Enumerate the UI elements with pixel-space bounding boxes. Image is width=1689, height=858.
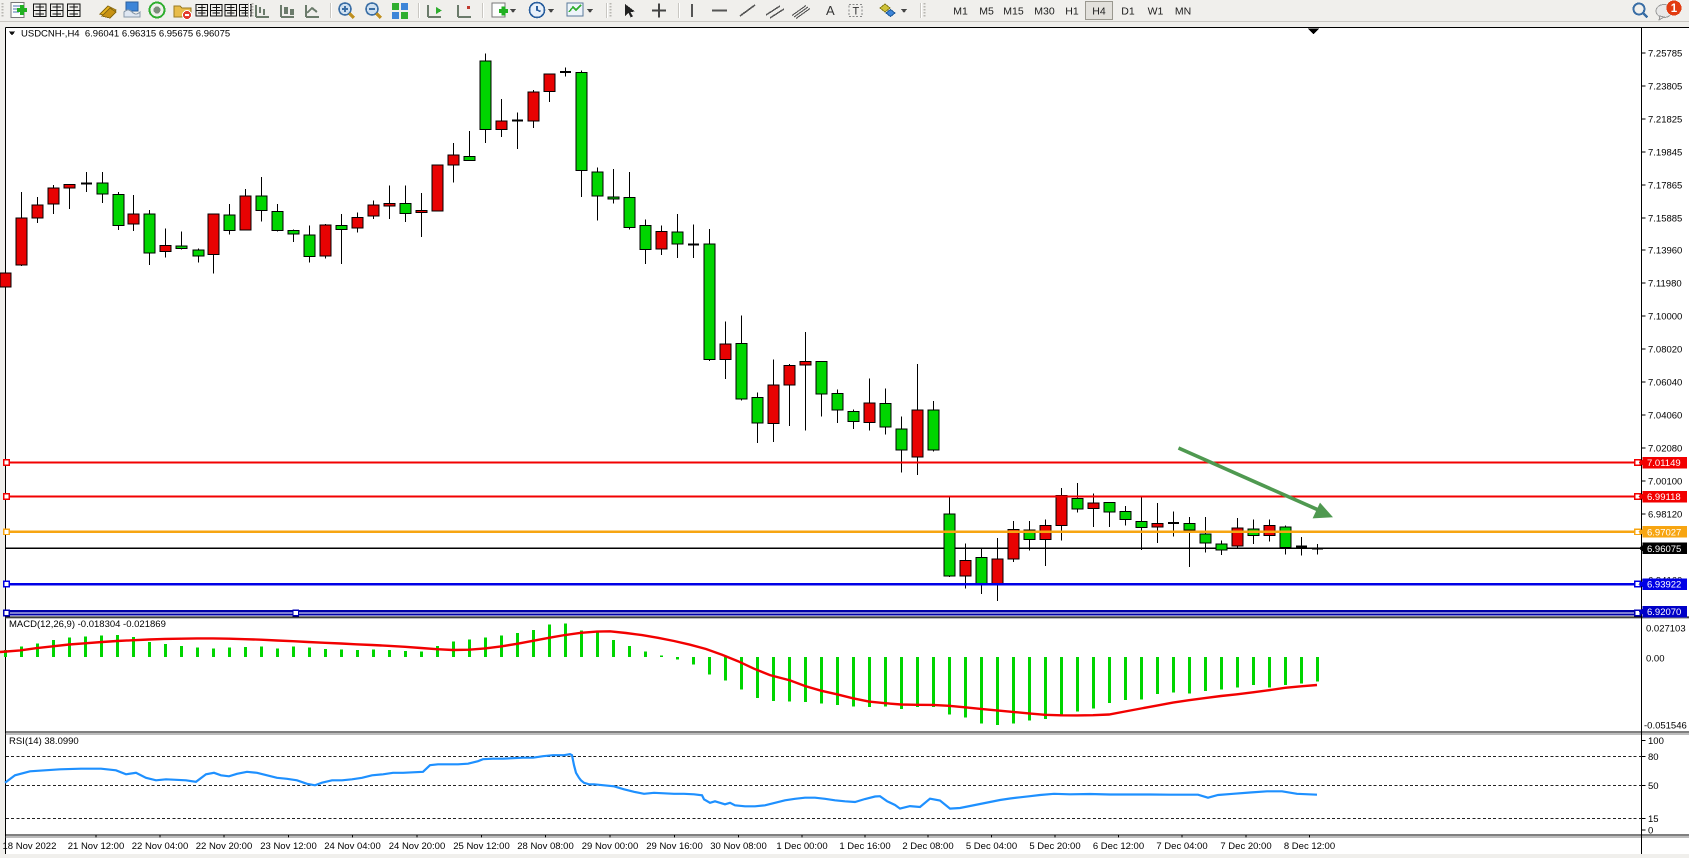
svg-text:7 Dec 20:00: 7 Dec 20:00 — [1220, 841, 1271, 852]
svg-text:7.23805: 7.23805 — [1648, 82, 1682, 93]
svg-text:7.02080: 7.02080 — [1648, 444, 1682, 455]
svg-text:24 Nov 04:00: 24 Nov 04:00 — [324, 841, 381, 852]
svg-text:1 Dec 00:00: 1 Dec 00:00 — [776, 841, 827, 852]
svg-text:0: 0 — [1648, 826, 1653, 837]
svg-text:7.08020: 7.08020 — [1648, 345, 1682, 356]
svg-text:7.21825: 7.21825 — [1648, 115, 1682, 126]
svg-text:T: T — [853, 6, 860, 18]
svg-text:7.01149: 7.01149 — [1647, 458, 1681, 469]
svg-text:15: 15 — [1648, 814, 1659, 825]
svg-text:80: 80 — [1648, 752, 1659, 763]
svg-text:8 Dec 12:00: 8 Dec 12:00 — [1284, 841, 1335, 852]
svg-text:25 Nov 12:00: 25 Nov 12:00 — [453, 841, 510, 852]
svg-text:7.19845: 7.19845 — [1648, 148, 1682, 159]
svg-text:22 Nov 20:00: 22 Nov 20:00 — [196, 841, 253, 852]
svg-text:28 Nov 08:00: 28 Nov 08:00 — [517, 841, 574, 852]
svg-text:7.10000: 7.10000 — [1648, 312, 1682, 323]
svg-text:M15: M15 — [1003, 6, 1024, 18]
svg-text:1 Dec 16:00: 1 Dec 16:00 — [839, 841, 890, 852]
svg-text:7.25785: 7.25785 — [1648, 49, 1682, 60]
svg-text:D1: D1 — [1121, 6, 1135, 18]
svg-text:23 Nov 12:00: 23 Nov 12:00 — [260, 841, 317, 852]
svg-text:0.00: 0.00 — [1646, 654, 1665, 665]
svg-text:USDCNH-,H4 6.96041 6.96315 6.: USDCNH-,H4 6.96041 6.96315 6.95675 6.960… — [21, 29, 230, 40]
svg-text:18 Nov 2022: 18 Nov 2022 — [3, 841, 57, 852]
svg-text:-0.051546: -0.051546 — [1644, 721, 1687, 732]
svg-text:M1: M1 — [953, 6, 968, 18]
svg-text:7.11980: 7.11980 — [1648, 279, 1682, 290]
svg-text:7 Dec 04:00: 7 Dec 04:00 — [1156, 841, 1207, 852]
svg-text:6.92070: 6.92070 — [1647, 607, 1681, 618]
svg-text:6.98120: 6.98120 — [1648, 510, 1682, 521]
svg-text:7.06040: 7.06040 — [1648, 378, 1682, 389]
svg-text:0.027103: 0.027103 — [1646, 624, 1686, 635]
svg-text:7.00100: 7.00100 — [1648, 477, 1682, 488]
svg-text:6.99118: 6.99118 — [1647, 492, 1681, 503]
svg-text:100: 100 — [1648, 736, 1664, 747]
svg-text:RSI(14) 38.0990: RSI(14) 38.0990 — [9, 736, 79, 747]
svg-text:MN: MN — [1175, 6, 1191, 18]
svg-text:24 Nov 20:00: 24 Nov 20:00 — [389, 841, 446, 852]
svg-text:M5: M5 — [979, 6, 994, 18]
svg-text:1: 1 — [1671, 3, 1678, 15]
svg-text:5 Dec 20:00: 5 Dec 20:00 — [1029, 841, 1080, 852]
svg-text:M30: M30 — [1034, 6, 1055, 18]
svg-text:H1: H1 — [1065, 6, 1079, 18]
svg-text:6 Dec 12:00: 6 Dec 12:00 — [1093, 841, 1144, 852]
svg-text:5 Dec 04:00: 5 Dec 04:00 — [966, 841, 1017, 852]
svg-text:50: 50 — [1648, 781, 1659, 792]
svg-text:6.97027: 6.97027 — [1647, 527, 1681, 538]
svg-text:A: A — [826, 3, 835, 18]
svg-text:7.15885: 7.15885 — [1648, 214, 1682, 225]
svg-text:22 Nov 04:00: 22 Nov 04:00 — [132, 841, 189, 852]
svg-text:W1: W1 — [1148, 6, 1164, 18]
svg-text:6.96075: 6.96075 — [1647, 544, 1681, 555]
svg-text:7.13960: 7.13960 — [1648, 246, 1682, 257]
svg-text:7.04060: 7.04060 — [1648, 411, 1682, 422]
svg-text:H4: H4 — [1092, 6, 1106, 18]
svg-text:21 Nov 12:00: 21 Nov 12:00 — [68, 841, 125, 852]
svg-text:2 Dec 08:00: 2 Dec 08:00 — [902, 841, 953, 852]
svg-text:30 Nov 08:00: 30 Nov 08:00 — [710, 841, 767, 852]
svg-text:6.93922: 6.93922 — [1647, 580, 1681, 591]
svg-text:MACD(12,26,9) -0.018304 -0.021: MACD(12,26,9) -0.018304 -0.021869 — [9, 619, 166, 630]
svg-text:7.17865: 7.17865 — [1648, 181, 1682, 192]
svg-text:29 Nov 16:00: 29 Nov 16:00 — [646, 841, 703, 852]
svg-text:29 Nov 00:00: 29 Nov 00:00 — [582, 841, 639, 852]
